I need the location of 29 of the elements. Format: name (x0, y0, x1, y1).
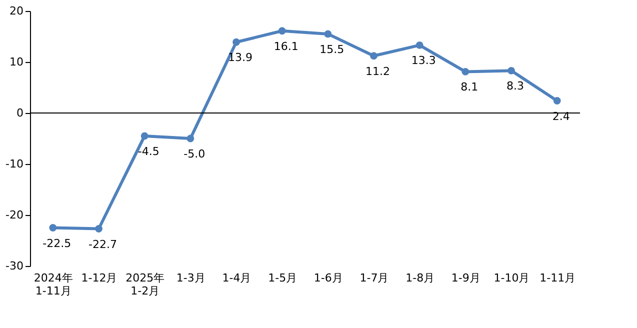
data-label: 8.1 (460, 80, 478, 94)
x-tick-label: 1-8月 (406, 272, 435, 284)
x-tick-label: 2025年 1-2月 (126, 272, 165, 298)
x-tick-label: 1-3月 (176, 272, 206, 284)
data-label: 11.2 (366, 64, 390, 78)
x-tick-label: 1-11月 (540, 272, 576, 284)
y-tick-label: 10 (10, 56, 24, 68)
x-tick-label: 1-12月 (81, 272, 118, 284)
data-label: 13.9 (228, 51, 252, 64)
y-tick-label: -20 (6, 208, 24, 222)
data-label: -4.5 (138, 144, 160, 158)
x-tick-label: 1-10月 (494, 272, 530, 284)
x-tick-label: 1-4月 (222, 272, 252, 284)
data-label: 15.5 (320, 42, 344, 56)
y-tick-label: -30 (6, 260, 24, 272)
data-label: 13.3 (411, 54, 436, 68)
x-tick-label: 2024年 1-11月 (34, 272, 73, 298)
data-label: -22.7 (88, 238, 117, 251)
data-label: 8.3 (506, 80, 524, 93)
data-label: -5.0 (184, 148, 206, 160)
y-tick-label: -10 (6, 158, 24, 170)
y-tick-label: 20 (10, 4, 24, 18)
data-label: -22.5 (42, 236, 72, 250)
x-tick-label: 1-6月 (314, 272, 343, 284)
data-label: 16.1 (274, 40, 298, 53)
x-tick-label: 1-5月 (268, 272, 298, 284)
x-tick-label: 1-7月 (360, 272, 389, 284)
y-tick-label: 0 (16, 106, 24, 120)
x-tick-label: 1-9月 (451, 272, 480, 284)
